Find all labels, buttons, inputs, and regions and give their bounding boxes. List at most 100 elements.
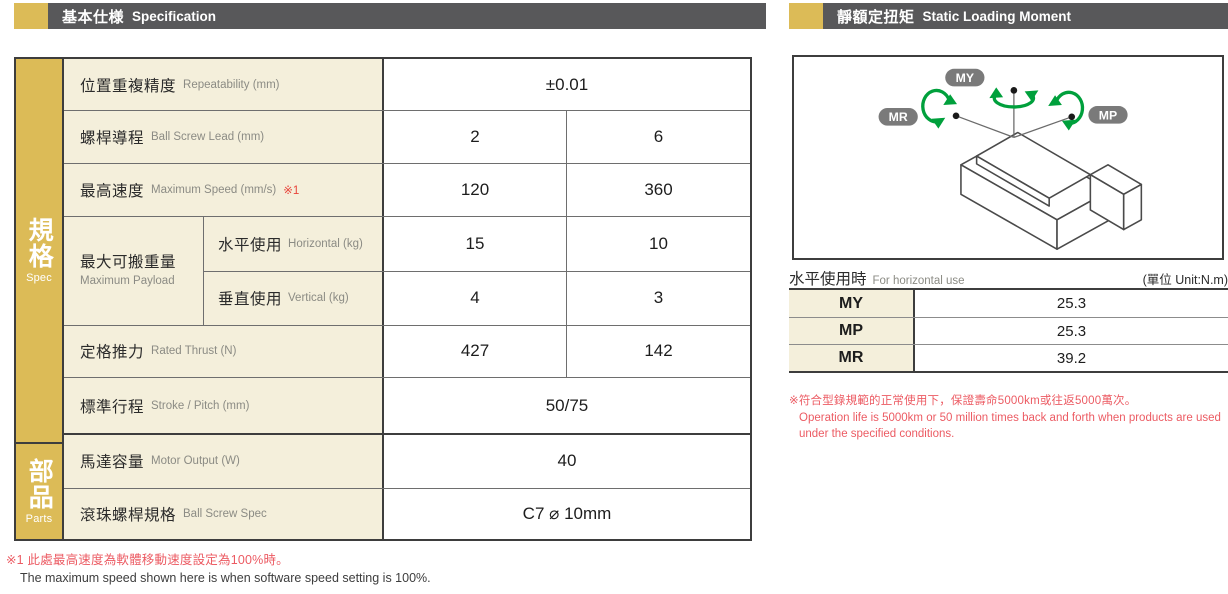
footnote-maximum-speed: ※1 此處最高速度為軟體移動速度設定為100%時。 The maximum sp…	[6, 549, 706, 585]
row-label-cn: 定格推力	[80, 344, 145, 362]
value-cell-a: 427	[384, 325, 567, 377]
static-loading-moment-table: MY 25.3 MP 25.3 MR 39.2	[789, 288, 1228, 373]
badge-mr: MR	[878, 107, 918, 126]
footnote-operation-life: ※符合型錄規範的正常使用下，保證壽命5000km或往返5000萬次。 Opera…	[789, 392, 1228, 442]
moment-value: 25.3	[915, 290, 1228, 317]
row-values: 2 6	[384, 111, 750, 163]
value-cell-b: 360	[567, 163, 750, 217]
table-row-ball-screw-spec: 滾珠螺桿規格 Ball Screw Spec C7 ⌀ 10mm	[64, 488, 750, 539]
row-label: 位置重複精度 Repeatability (mm)	[64, 59, 384, 111]
value-cell: ±0.01	[384, 59, 750, 111]
table-row-repeatability: 位置重複精度 Repeatability (mm) ±0.01	[64, 59, 750, 112]
value-cell-b: 142	[567, 325, 750, 377]
section-header-specification: 基本仕様 Specification	[14, 3, 766, 29]
row-label: 馬達容量 Motor Output (W)	[64, 435, 384, 488]
svg-text:MP: MP	[1099, 108, 1117, 122]
arrowhead-mr-bottom	[931, 117, 946, 129]
category-sidebar: 規格 Spec 部品 Parts	[16, 59, 64, 539]
row-label-cn: 最大可搬重量	[80, 254, 177, 272]
category-spec: 規格 Spec	[16, 59, 64, 442]
category-spec-label-cn: 規格	[25, 217, 54, 269]
arrowhead-my-left	[989, 87, 1004, 99]
row-label-cn: 最高速度	[80, 182, 145, 200]
axis-line-mr	[955, 115, 1015, 138]
value-cell-a: 15	[384, 217, 567, 271]
value-cell-a: 120	[384, 163, 567, 217]
svg-text:MR: MR	[889, 110, 908, 124]
row-label-en: Maximum Payload	[80, 274, 175, 287]
moment-value: 39.2	[915, 345, 1228, 371]
header-bar: 靜額定扭矩 Static Loading Moment	[823, 3, 1228, 29]
axis-line-mp	[1013, 116, 1072, 139]
rotation-arrow-heads	[931, 87, 1076, 131]
svg-text:MY: MY	[956, 71, 974, 85]
footnote-cn: ※1 此處最高速度為軟體移動速度設定為100%時。	[6, 553, 289, 567]
table-row-maximum-speed: 最高速度 Maximum Speed (mm/s) ※1 120 360	[64, 163, 750, 218]
badge-my: MY	[945, 68, 985, 87]
moment-label: MR	[789, 345, 915, 371]
header-bar: 基本仕様 Specification	[48, 3, 766, 29]
section-title-cn: 靜額定扭矩	[837, 8, 915, 26]
row-label-cn: 標準行程	[80, 398, 145, 416]
footnote-marker: ※1	[283, 184, 300, 197]
badge-mp: MP	[1088, 106, 1128, 124]
category-parts-label-cn: 部品	[25, 458, 54, 510]
row-label: 最高速度 Maximum Speed (mm/s) ※1	[64, 163, 384, 217]
row-label-cn: 螺桿導程	[80, 130, 145, 148]
header-gold-accent	[789, 3, 823, 29]
row-label-en: Repeatability (mm)	[183, 78, 280, 91]
moment-label: MY	[789, 290, 915, 317]
section-header-static-loading-moment: 靜額定扭矩 Static Loading Moment	[789, 3, 1228, 29]
row-label-en: Motor Output (W)	[151, 455, 240, 468]
value-cell-a: 4	[384, 271, 567, 325]
moment-badges: MY MR MP	[878, 68, 1128, 126]
row-label-en: Ball Screw Lead (mm)	[151, 131, 265, 144]
caption-cn: 水平使用時	[789, 271, 867, 288]
actuator-end-block-side	[1122, 183, 1143, 231]
footnote-cn: ※符合型錄規範的正常使用下，保證壽命5000km或往返5000萬次。	[789, 395, 1137, 407]
moment-diagram: MY MR MP	[792, 55, 1224, 260]
row-label: 滾珠螺桿規格 Ball Screw Spec	[64, 488, 384, 539]
row-values: 50/75	[384, 377, 750, 434]
arrowhead-mr-top	[943, 94, 958, 106]
row-values: C7 ⌀ 10mm	[384, 488, 750, 539]
table-row-stroke-pitch: 標準行程 Stroke / Pitch (mm) 50/75	[64, 377, 750, 436]
row-label-en: Ball Screw Spec	[183, 507, 267, 520]
value-cell-b: 6	[567, 111, 750, 163]
table-row-motor-output: 馬達容量 Motor Output (W) 40	[64, 435, 750, 489]
row-label: 最大可搬重量 Maximum Payload	[64, 217, 204, 325]
footnote-en: The maximum speed shown here is when sof…	[20, 571, 431, 585]
category-spec-label-en: Spec	[26, 272, 52, 284]
header-gold-accent	[14, 3, 48, 29]
axis-dot-mp	[1068, 113, 1076, 121]
row-label-en: Maximum Speed (mm/s)	[151, 183, 277, 196]
actuator-rail-side	[975, 155, 1050, 207]
row-values: 427 142	[384, 325, 750, 377]
moment-value: 25.3	[915, 318, 1228, 344]
value-cell-a: 2	[384, 111, 567, 163]
arrowhead-my-right	[1024, 90, 1039, 102]
caption-unit: (單位 Unit:N.m)	[1142, 273, 1228, 287]
arrowhead-mp-bottom	[1061, 119, 1076, 131]
axis-dot-my	[1010, 87, 1018, 94]
row-label: 螺桿導程 Ball Screw Lead (mm)	[64, 111, 384, 163]
specification-table: 規格 Spec 部品 Parts 位置重複精度 Repeatability (m…	[14, 57, 752, 541]
value-cell-b: 10	[567, 217, 750, 271]
subrow-label-cn: 水平使用	[218, 236, 283, 254]
value-cell-b: 3	[567, 271, 750, 325]
footnote-en: Operation life is 5000km or 50 million t…	[799, 412, 1221, 440]
table-subrow-horizontal: 水平使用 Horizontal (kg) 15 10	[204, 217, 750, 271]
subrow-values: 4 3	[384, 271, 750, 325]
section-title-en: Static Loading Moment	[922, 8, 1072, 24]
rotation-arrow-mr	[921, 88, 951, 124]
value-cell: 40	[384, 435, 750, 488]
row-values: ±0.01	[384, 59, 750, 111]
table-subrow-vertical: 垂直使用 Vertical (kg) 4 3	[204, 270, 750, 325]
category-parts: 部品 Parts	[16, 442, 64, 539]
subrow-label: 垂直使用 Vertical (kg)	[204, 271, 384, 325]
section-title-en: Specification	[132, 8, 217, 24]
row-label: 定格推力 Rated Thrust (N)	[64, 325, 384, 377]
caption-en: For horizontal use	[872, 275, 965, 287]
subrow-label-cn: 垂直使用	[218, 291, 283, 309]
